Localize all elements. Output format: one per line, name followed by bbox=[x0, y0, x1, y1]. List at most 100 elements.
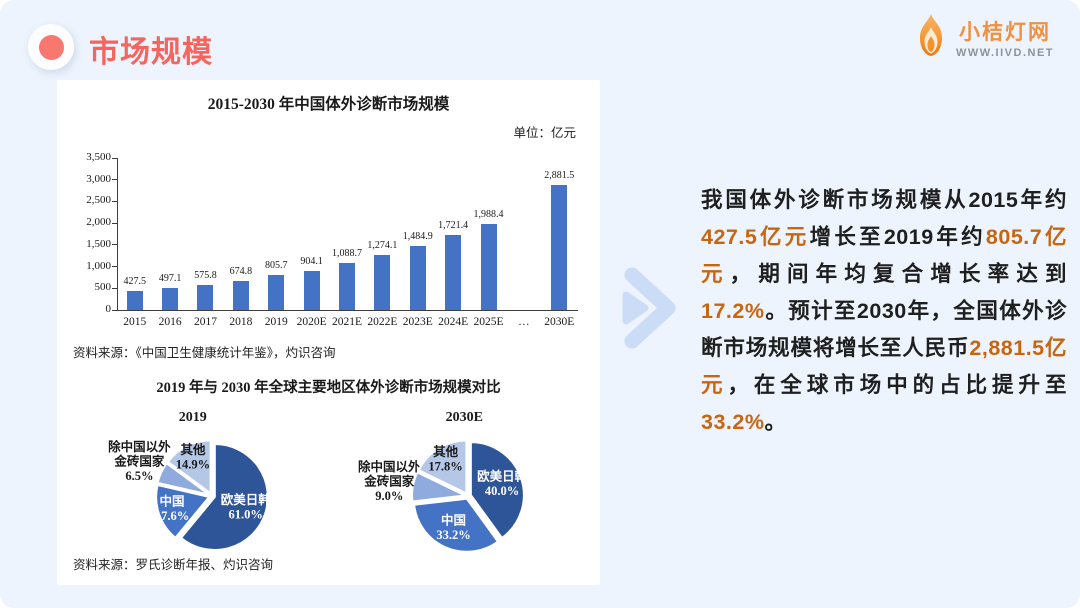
y-axis-tick bbox=[112, 179, 117, 181]
bar-2016 bbox=[162, 288, 179, 310]
y-axis-tick bbox=[112, 157, 117, 159]
summary-highlight: 805.7亿元 bbox=[701, 225, 1067, 286]
pie-slice-label: 欧美日韩 bbox=[220, 492, 271, 507]
x-tick-label: … bbox=[518, 316, 530, 328]
pie-2030: 2030E 欧美日韩 40.0% 中国 33.2% 除中国以外 金砖国家 9.0% 其他 17.… bbox=[329, 410, 601, 583]
y-axis-tick-label: 3,500 bbox=[86, 151, 111, 163]
x-tick-label: 2016 bbox=[158, 316, 182, 328]
pie-slice-label: 17.8% bbox=[429, 459, 463, 473]
bar-2021E bbox=[339, 262, 355, 310]
pie-slice-label: 61.0% bbox=[228, 507, 262, 521]
bar-2025E bbox=[480, 223, 497, 310]
pie-2019: 2019 欧美日韩 61.0% 中国 17.6% 除中国以外 金砖国家 6.5% 其他 14.9… bbox=[57, 410, 329, 583]
y-axis-tick-label: 3,000 bbox=[86, 172, 111, 185]
y-axis-tick bbox=[112, 244, 117, 246]
bar-2018 bbox=[232, 280, 249, 310]
arrow-icon bbox=[616, 264, 682, 357]
x-tick-label: 2021E bbox=[331, 316, 363, 328]
bar-value-label: 2,881.5 bbox=[544, 169, 575, 181]
pie-slice-label: 中国 bbox=[441, 513, 466, 528]
pie-slice-中国 bbox=[413, 497, 500, 553]
summary-segment: ，在全球市场中的占比提升至 bbox=[727, 373, 1067, 397]
title-bullet-icon bbox=[28, 24, 74, 70]
pie-charts: 2019 欧美日韩 61.0% 中国 17.6% 除中国以外 金砖国家 6.5% 其他 14.9… bbox=[57, 410, 600, 583]
bar-value-label: 427.5 bbox=[123, 276, 146, 288]
pie-slice-除中国以外金砖国家 bbox=[156, 462, 211, 496]
summary-segment: ，期间年均复合增长率达到 bbox=[729, 262, 1067, 286]
x-tick-label: 2019 bbox=[264, 316, 288, 328]
bar-2030E bbox=[551, 184, 568, 310]
y-axis-tick bbox=[112, 287, 117, 289]
x-tick-label: 2015 bbox=[123, 316, 147, 328]
bar-value-label: 575.8 bbox=[194, 269, 217, 281]
x-tick-label: 2023E bbox=[402, 316, 433, 328]
summary-highlight: 2,881.5亿元 bbox=[701, 336, 1067, 397]
summary-segment: 。 bbox=[764, 410, 787, 434]
pie-slice-label: 金砖国家 bbox=[364, 474, 416, 489]
pie-slice-label: 中国 bbox=[159, 493, 184, 508]
pie-slice-label: 其他 bbox=[433, 444, 459, 459]
pie-slice-label: 40.0% bbox=[485, 484, 519, 498]
x-tick-label: 2018 bbox=[229, 316, 253, 328]
y-axis-tick-label: 500 bbox=[94, 281, 112, 294]
pie-slice-label: 欧美日韩 bbox=[477, 469, 528, 484]
bar-value-label: 1,484.9 bbox=[402, 230, 433, 242]
page-title: 市场规模 bbox=[89, 36, 213, 69]
chart-panel: 2015-2030 年中国体外诊断市场规模 单位：亿元 0 500 1,000 1,5… bbox=[57, 80, 600, 585]
brand-logo: 小桔灯网 WWW.IIVD.NET bbox=[914, 12, 1054, 63]
pie-slice-label: 17.6% bbox=[155, 509, 189, 523]
pie-slice-欧美日韩 bbox=[470, 441, 526, 539]
y-axis-tick bbox=[112, 309, 117, 311]
pie-slice-label: 14.9% bbox=[176, 458, 210, 472]
bar-chart-title: 2015-2030 年中国体外诊断市场规模 bbox=[207, 96, 450, 113]
bar-value-label: 904.1 bbox=[300, 255, 323, 267]
pie-slice-label: 6.5% bbox=[125, 469, 153, 483]
brand-url: WWW.IIVD.NET bbox=[955, 47, 1054, 59]
x-tick-label: 2025E bbox=[473, 316, 504, 328]
y-axis-tick bbox=[112, 200, 117, 202]
summary-segment: 。预计至2030年，全国体外诊断市场规模将增长至人民币 bbox=[701, 299, 1067, 360]
red-dot-icon bbox=[38, 34, 64, 60]
bar-value-label: 674.8 bbox=[229, 265, 253, 277]
pie-slice-label: 除中国以外 bbox=[108, 439, 171, 454]
bar-value-label: 1,274.1 bbox=[367, 239, 398, 251]
summary-text: 我国体外诊断市场规模从2015年约 427.5亿元增长至2019年约805.7亿元… bbox=[701, 182, 1067, 441]
y-axis-tick-label: 1,000 bbox=[86, 259, 111, 272]
pie-slice-label: 其他 bbox=[180, 442, 206, 457]
x-tick-label: 2022E bbox=[367, 316, 398, 328]
bar-value-label: 1,721.4 bbox=[438, 220, 469, 232]
pie-2030-caption: 2030E bbox=[445, 410, 483, 425]
summary-segment: 增长至2019年约 bbox=[809, 225, 986, 249]
summary-highlight: 427.5亿元 bbox=[701, 225, 810, 249]
source-note-pie: 资料来源：罗氏诊断年报、灼识咨询 bbox=[73, 558, 274, 572]
bar-2017 bbox=[197, 284, 214, 310]
y-axis-tick-label: 2,500 bbox=[86, 194, 111, 207]
y-axis-tick-label: 0 bbox=[105, 303, 112, 315]
x-tick-label: 2020E bbox=[296, 316, 327, 328]
summary-highlight: 17.2% bbox=[701, 299, 765, 323]
pie-slice-label: 金砖国家 bbox=[113, 454, 165, 469]
bar-chart: 0 500 1,000 1,500 2,000 2,500 3,000 3,500 427.5 2… bbox=[71, 144, 586, 340]
pie-slice-其他 bbox=[417, 439, 468, 495]
pie-section-title: 2019 年与 2030 年全球主要地区体外诊断市场规模对比 bbox=[156, 380, 501, 396]
pie-slice-label: 除中国以外 bbox=[358, 459, 421, 474]
brand-name: 小桔灯网 bbox=[958, 21, 1051, 44]
pie-slice-除中国以外金砖国家 bbox=[411, 471, 467, 503]
bar-value-label: 1,088.7 bbox=[332, 247, 362, 259]
pie-slice-label: 9.0% bbox=[375, 489, 403, 503]
flame-icon bbox=[914, 12, 948, 63]
bar-2023E bbox=[409, 245, 426, 310]
pie-2019-caption: 2019 bbox=[178, 410, 207, 425]
pie-slice-欧美日韩 bbox=[179, 443, 269, 552]
bar-value-label: 805.7 bbox=[264, 260, 288, 271]
summary-segment: 我国体外诊断市场规模从2015年约 bbox=[701, 188, 1067, 212]
pie-slice-label: 33.2% bbox=[437, 528, 471, 542]
y-axis-tick bbox=[112, 222, 117, 224]
bar-plot-area bbox=[117, 158, 578, 311]
summary-highlight: 33.2% bbox=[701, 410, 765, 434]
bar-2015 bbox=[126, 291, 143, 310]
x-tick-label: 2017 bbox=[193, 316, 217, 328]
